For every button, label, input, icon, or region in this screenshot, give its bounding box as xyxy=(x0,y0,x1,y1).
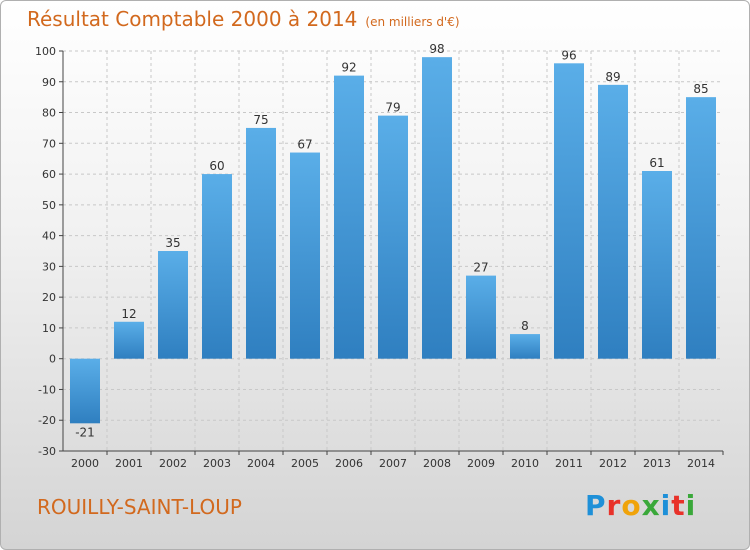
bar-layer xyxy=(70,57,716,424)
x-tick-label: 2001 xyxy=(115,457,143,470)
bar-2013 xyxy=(642,171,672,359)
proxiti-logo: Proxiti xyxy=(585,489,696,522)
logo-letter: x xyxy=(641,489,661,522)
y-tick-label: 60 xyxy=(42,168,56,181)
y-tick-label: -30 xyxy=(38,445,56,458)
x-tick-label: 2012 xyxy=(599,457,627,470)
x-tick-label: 2003 xyxy=(203,457,231,470)
x-tick-label: 2010 xyxy=(511,457,539,470)
logo-letter: r xyxy=(606,489,622,522)
bar-2014 xyxy=(686,97,716,359)
y-tick-label: 80 xyxy=(42,107,56,120)
data-label-2001: 12 xyxy=(121,307,136,321)
bar-2004 xyxy=(246,127,276,359)
bar-2007 xyxy=(378,115,408,359)
x-tick-label: 2008 xyxy=(423,457,451,470)
data-label-2012: 89 xyxy=(605,70,620,84)
x-tick-label: 2009 xyxy=(467,457,495,470)
logo-letter: P xyxy=(585,489,607,522)
data-label-2013: 61 xyxy=(649,156,664,170)
x-tick-label: 2002 xyxy=(159,457,187,470)
x-tick-label: 2013 xyxy=(643,457,671,470)
logo-letter: i xyxy=(660,489,672,522)
data-label-2006: 92 xyxy=(341,61,356,75)
y-tick-label: 20 xyxy=(42,291,56,304)
y-tick-label: 40 xyxy=(42,230,56,243)
data-label-2000: -21 xyxy=(75,425,95,439)
bar-2010 xyxy=(510,334,540,359)
bar-2000 xyxy=(70,358,100,424)
y-tick-label: 100 xyxy=(35,45,56,58)
bar-2006 xyxy=(334,75,364,359)
x-tick-label: 2014 xyxy=(687,457,715,470)
data-label-2004: 75 xyxy=(253,113,268,127)
chart-title-block: Résultat Comptable 2000 à 2014 (en millie… xyxy=(27,7,460,31)
data-label-2014: 85 xyxy=(693,82,708,96)
y-tick-label: 70 xyxy=(42,137,56,150)
data-label-2008: 98 xyxy=(429,42,444,56)
location-name: ROUILLY-SAINT-LOUP xyxy=(37,495,242,519)
bar-2001 xyxy=(114,321,144,359)
data-label-2007: 79 xyxy=(385,101,400,115)
data-label-2002: 35 xyxy=(165,236,180,250)
y-tick-label: -20 xyxy=(38,414,56,427)
bar-2011 xyxy=(554,63,584,359)
y-tick-label: 30 xyxy=(42,260,56,273)
y-tick-label: 10 xyxy=(42,322,56,335)
data-label-2010: 8 xyxy=(521,319,529,333)
logo-letter: i xyxy=(685,489,697,522)
x-tick-label: 2006 xyxy=(335,457,363,470)
y-tick-label: 90 xyxy=(42,76,56,89)
logo-letter: t xyxy=(671,489,686,522)
data-label-2011: 96 xyxy=(561,48,576,62)
bar-2012 xyxy=(598,84,628,359)
y-tick-label: 50 xyxy=(42,199,56,212)
bar-2002 xyxy=(158,251,188,359)
bar-2008 xyxy=(422,57,452,359)
label-layer: -30 -20 -10 0 10 20 30 40 50 60 70 80 90 100 -21 2000 12… xyxy=(35,42,715,470)
x-tick-label: 2007 xyxy=(379,457,407,470)
chart-title: Résultat Comptable 2000 à 2014 xyxy=(27,7,358,31)
data-label-2009: 27 xyxy=(473,261,488,275)
unit-note: (en milliers d'€) xyxy=(365,15,460,29)
bar-2005 xyxy=(290,152,320,359)
x-tick-label: 2000 xyxy=(71,457,99,470)
data-label-2005: 67 xyxy=(297,138,312,152)
x-tick-label: 2005 xyxy=(291,457,319,470)
y-tick-label: 0 xyxy=(49,353,56,366)
y-tick-label: -10 xyxy=(38,383,56,396)
bar-2003 xyxy=(202,174,232,359)
x-tick-label: 2011 xyxy=(555,457,583,470)
logo-letter: o xyxy=(621,489,642,522)
x-tick-label: 2004 xyxy=(247,457,275,470)
data-label-2003: 60 xyxy=(209,159,224,173)
bar-2009 xyxy=(466,275,496,359)
